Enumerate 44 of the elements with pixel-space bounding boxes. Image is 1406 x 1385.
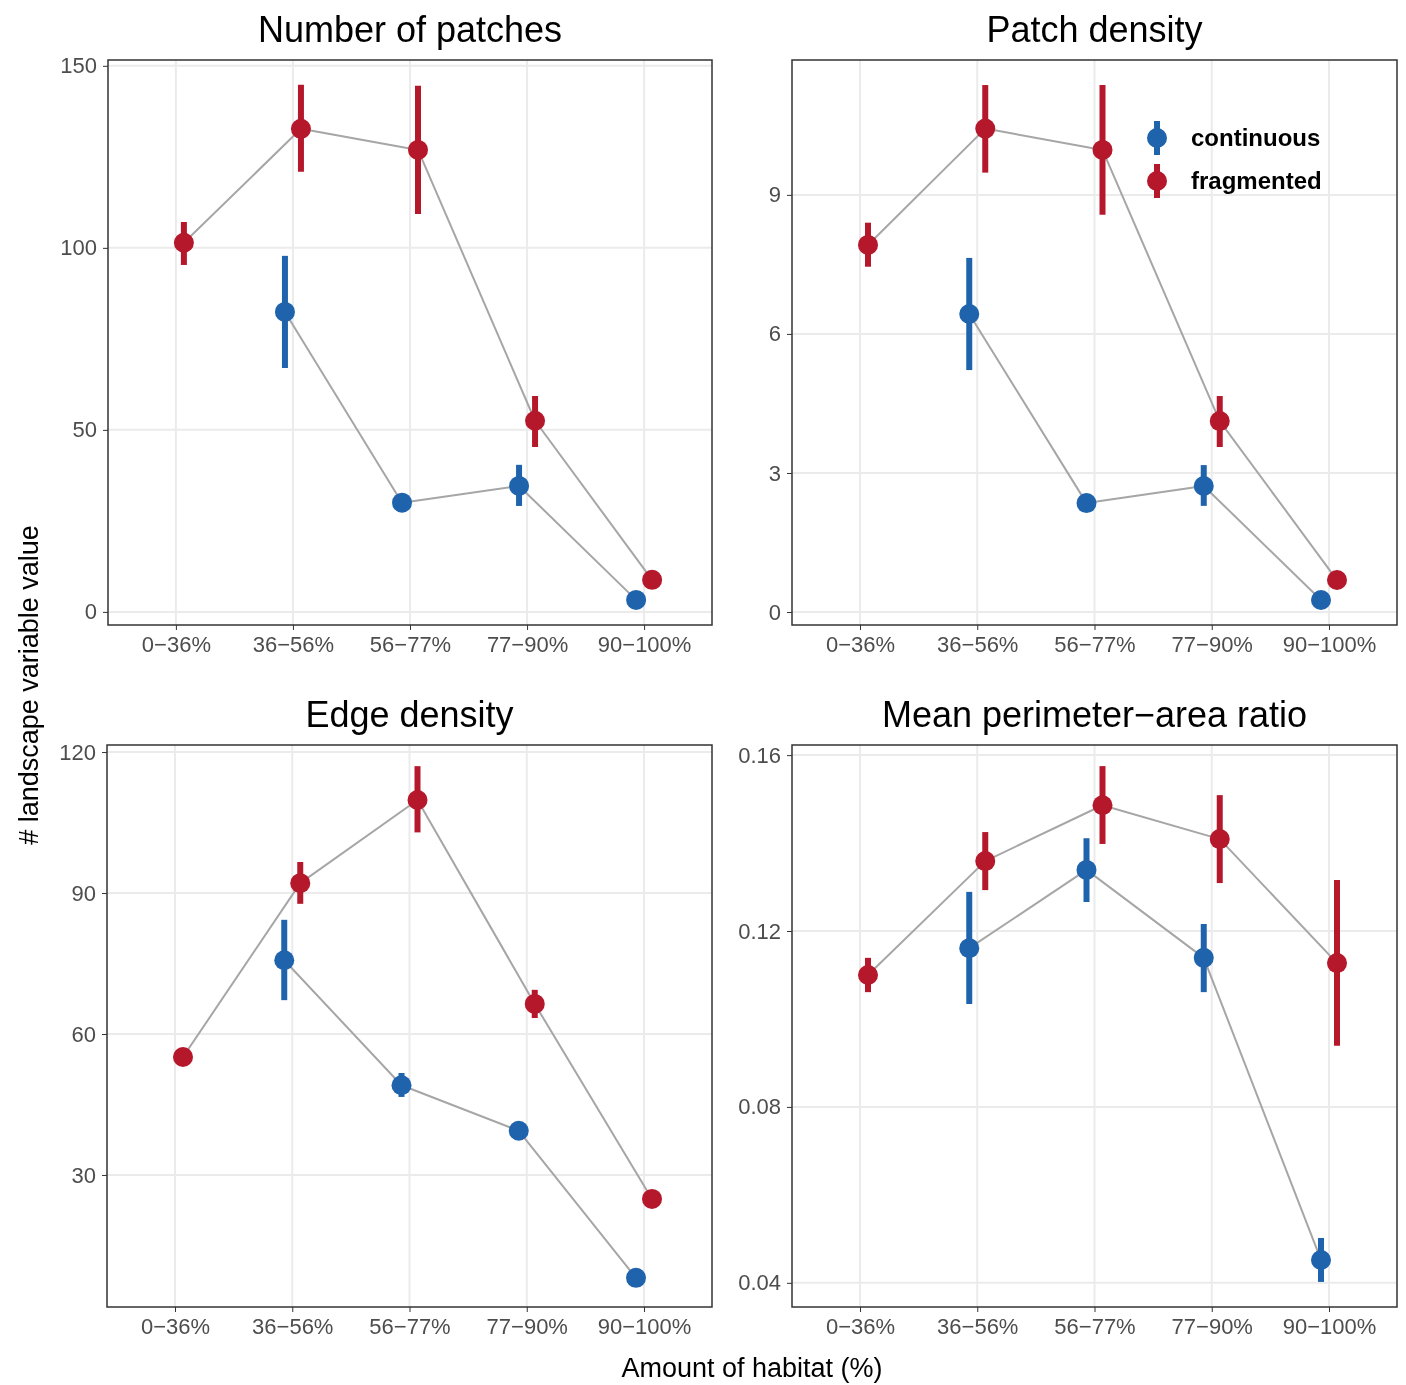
y-tick-label: 100 — [60, 235, 97, 261]
chart-title: Edge density — [305, 694, 514, 735]
y-tick-label: 6 — [768, 321, 781, 347]
x-tick-label: 56−77% — [369, 631, 452, 657]
x-tick-label: 90−100% — [597, 631, 692, 657]
x-tick-label: 56−77% — [1054, 1313, 1136, 1339]
x-tick-label: 0−36% — [141, 631, 211, 657]
x-tick-label: 36−56% — [252, 631, 335, 657]
chart-title: Patch density — [986, 9, 1203, 50]
y-tick-label: 0.16 — [738, 742, 781, 768]
y-tick-label: 60 — [71, 1021, 96, 1047]
y-tick-label: 30 — [71, 1162, 96, 1188]
y-tick-label: 3 — [768, 460, 781, 486]
y-tick-label: 0.12 — [738, 918, 781, 944]
y-axis-title: # landscape variable value — [14, 525, 44, 845]
x-tick-label: 36−56% — [252, 1313, 334, 1339]
x-tick-label: 77−90% — [1171, 631, 1253, 657]
x-tick-label: 0−36% — [140, 1313, 211, 1339]
y-tick-label: 9 — [768, 182, 781, 208]
y-tick-label: 0.04 — [738, 1270, 781, 1296]
x-tick-label: 0−36% — [825, 631, 896, 657]
chart-title: Number of patches — [257, 9, 563, 50]
x-tick-label: 90−100% — [1282, 631, 1377, 657]
x-tick-label: 77−90% — [486, 631, 569, 657]
legend-label: fragmented — [1191, 167, 1322, 194]
x-tick-label: 0−36% — [825, 1313, 896, 1339]
y-tick-label: 0.08 — [738, 1094, 781, 1120]
y-tick-label: 50 — [72, 417, 97, 443]
x-tick-label: 77−90% — [1171, 1313, 1253, 1339]
legend-label: continuous — [1191, 124, 1321, 151]
x-axis-title: Amount of habitat (%) — [621, 1353, 883, 1383]
x-tick-label: 90−100% — [1282, 1313, 1377, 1339]
x-tick-label: 36−56% — [937, 1313, 1019, 1339]
y-tick-label: 150 — [60, 53, 97, 79]
x-tick-label: 36−56% — [937, 631, 1019, 657]
y-tick-label: 0 — [84, 599, 97, 625]
y-tick-label: 120 — [59, 739, 96, 765]
chart-title: Mean perimeter−area ratio — [881, 694, 1308, 735]
x-tick-label: 77−90% — [486, 1313, 568, 1339]
x-tick-label: 56−77% — [369, 1313, 451, 1339]
x-tick-label: 90−100% — [597, 1313, 692, 1339]
x-tick-label: 56−77% — [1054, 631, 1136, 657]
y-tick-label: 90 — [71, 880, 96, 906]
y-tick-label: 0 — [768, 599, 781, 625]
